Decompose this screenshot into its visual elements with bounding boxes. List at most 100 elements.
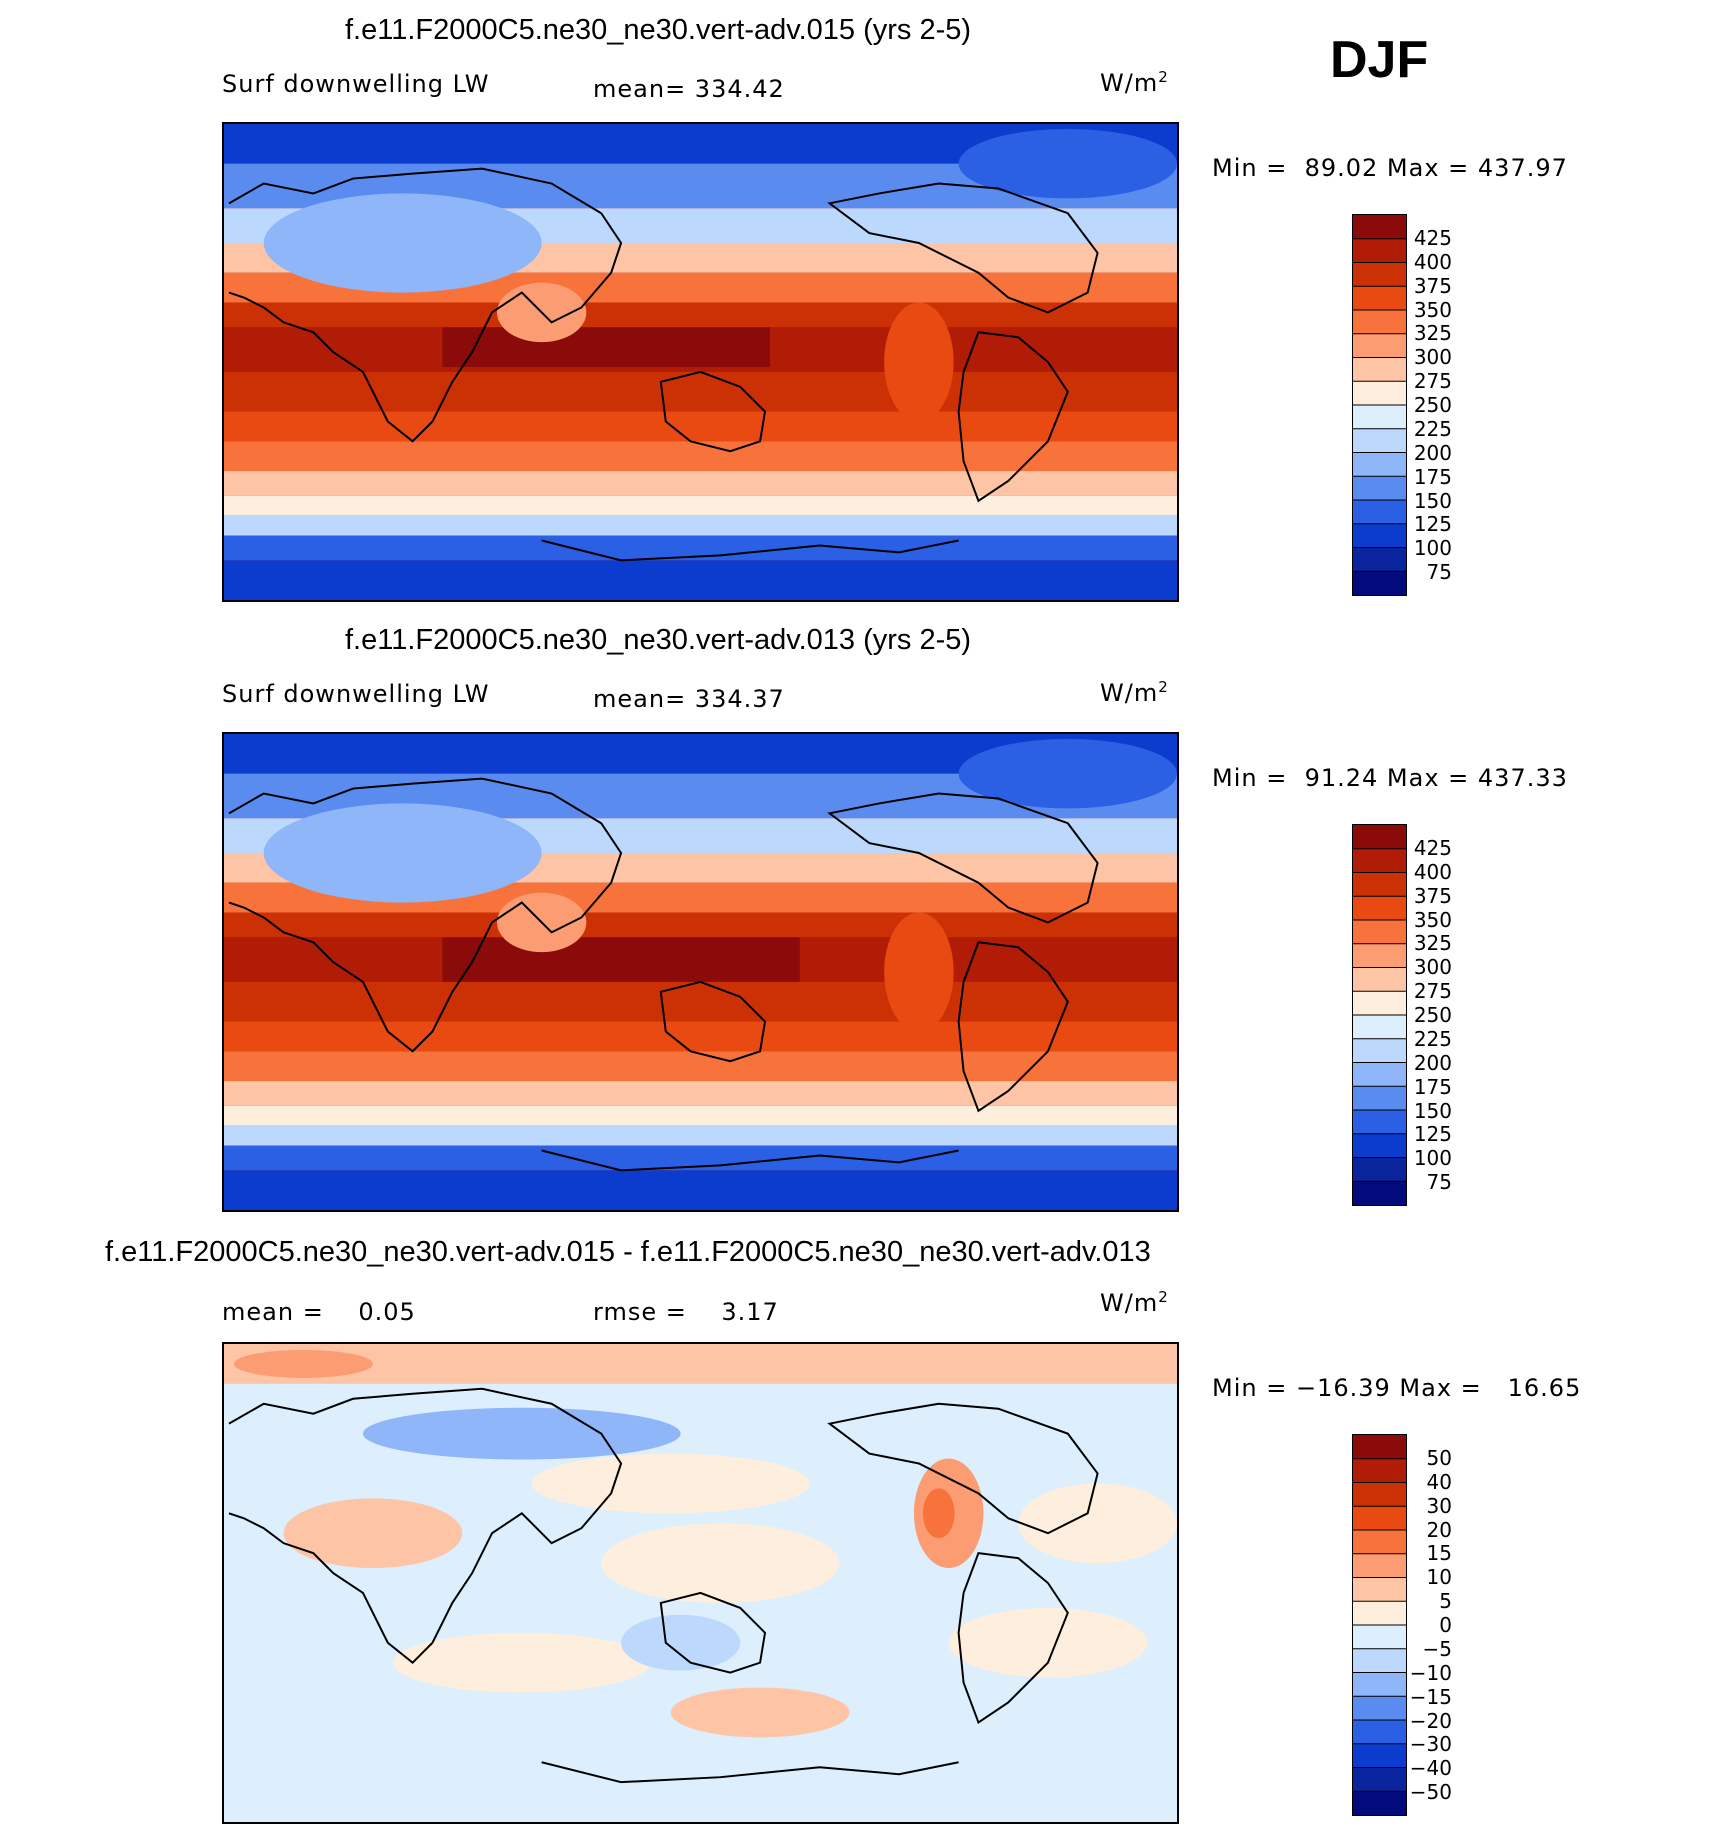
colorbar-swatch xyxy=(1353,1743,1406,1768)
panel-3-rmse-label: rmse = 3.17 xyxy=(593,1298,779,1326)
colorbar-swatch xyxy=(1353,1672,1406,1697)
colorbar-label: 20 xyxy=(1426,1517,1452,1542)
colorbar-swatch xyxy=(1353,1435,1406,1459)
colorbar-label: 225 xyxy=(1413,416,1452,441)
colorbar-swatch xyxy=(1353,333,1406,358)
panel-2-mean-label: mean= 334.37 xyxy=(593,685,785,713)
colorbar-label: −15 xyxy=(1409,1684,1452,1709)
panel-1-mean-label: mean= 334.42 xyxy=(593,75,785,103)
panel-3-field xyxy=(224,1344,1177,1822)
colorbar-label: 5 xyxy=(1439,1589,1452,1614)
colorbar-label: 325 xyxy=(1413,931,1452,956)
colorbar-swatch xyxy=(1353,357,1406,382)
colorbar-swatch xyxy=(1353,1157,1406,1182)
panel-1-field xyxy=(224,124,1177,600)
panel-2-field xyxy=(224,734,1177,1210)
colorbar-label: −30 xyxy=(1409,1732,1452,1757)
panel-2-colorbar xyxy=(1352,824,1407,1206)
panel-1-colorbar xyxy=(1352,214,1407,596)
colorbar-swatch xyxy=(1353,1482,1406,1507)
colorbar-label: 425 xyxy=(1413,225,1452,250)
colorbar-label: 325 xyxy=(1413,321,1452,346)
colorbar-swatch xyxy=(1353,1110,1406,1134)
colorbar-label: −50 xyxy=(1409,1780,1452,1805)
colorbar-label: 10 xyxy=(1426,1565,1452,1590)
colorbar-label: 125 xyxy=(1413,1122,1452,1147)
colorbar-swatch xyxy=(1353,1720,1406,1744)
colorbar-swatch xyxy=(1353,452,1406,477)
panel-3-map xyxy=(222,1342,1179,1824)
colorbar-label: 30 xyxy=(1426,1493,1452,1518)
colorbar-swatch xyxy=(1353,872,1406,897)
panel-1-unit-label: W/m2 xyxy=(1100,68,1169,97)
colorbar-label: 75 xyxy=(1426,560,1452,585)
colorbar-swatch xyxy=(1353,825,1406,849)
colorbar-swatch xyxy=(1353,1625,1406,1649)
colorbar-swatch xyxy=(1353,1038,1406,1063)
colorbar-label: −20 xyxy=(1409,1708,1452,1733)
colorbar-label: 75 xyxy=(1426,1170,1452,1195)
colorbar-label: 100 xyxy=(1413,536,1452,561)
panel-3-colorbar xyxy=(1352,1434,1407,1816)
colorbar-swatch xyxy=(1353,943,1406,968)
panel-3-title: f.e11.F2000C5.ne30_ne30.vert-adv.015 - f… xyxy=(105,1236,1151,1268)
colorbar-label: 225 xyxy=(1413,1026,1452,1051)
colorbar-label: 175 xyxy=(1413,464,1452,489)
colorbar-label: 400 xyxy=(1413,859,1452,884)
panel-2-map xyxy=(222,732,1179,1212)
colorbar-label: 275 xyxy=(1413,369,1452,394)
colorbar-label: 250 xyxy=(1413,393,1452,417)
colorbar-swatch xyxy=(1353,1181,1406,1205)
colorbar-label: 300 xyxy=(1413,345,1452,370)
colorbar-swatch xyxy=(1353,1506,1406,1530)
colorbar-swatch xyxy=(1353,1577,1406,1602)
colorbar-swatch xyxy=(1353,967,1406,992)
panel-1-title: f.e11.F2000C5.ne30_ne30.vert-adv.015 (yr… xyxy=(345,14,972,46)
colorbar-swatch xyxy=(1353,1648,1406,1673)
colorbar-swatch xyxy=(1353,1086,1406,1110)
colorbar-swatch xyxy=(1353,381,1406,405)
colorbar-swatch xyxy=(1353,547,1406,572)
colorbar-swatch xyxy=(1353,500,1406,524)
colorbar-label: 400 xyxy=(1413,249,1452,274)
colorbar-swatch xyxy=(1353,310,1406,334)
colorbar-label: 0 xyxy=(1439,1613,1452,1637)
panel-2-variable-label: Surf downwelling LW xyxy=(222,680,490,708)
colorbar-label: 40 xyxy=(1426,1469,1452,1494)
colorbar-swatch xyxy=(1353,262,1406,287)
panel-3-unit-label: W/m2 xyxy=(1100,1288,1169,1317)
colorbar-label: 275 xyxy=(1413,979,1452,1004)
colorbar-swatch xyxy=(1353,215,1406,239)
colorbar-swatch xyxy=(1353,1062,1406,1087)
colorbar-swatch xyxy=(1353,476,1406,500)
colorbar-swatch xyxy=(1353,896,1406,920)
colorbar-label: 175 xyxy=(1413,1074,1452,1099)
colorbar-label: 200 xyxy=(1413,1050,1452,1075)
colorbar-label: 100 xyxy=(1413,1146,1452,1171)
colorbar-swatch xyxy=(1353,1696,1406,1720)
colorbar-label: 50 xyxy=(1426,1445,1452,1470)
colorbar-swatch xyxy=(1353,238,1406,263)
panel-1-variable-label: Surf downwelling LW xyxy=(222,70,490,98)
colorbar-swatch xyxy=(1353,523,1406,548)
panel-3-minmax-label: Min = −16.39 Max = 16.65 xyxy=(1212,1374,1582,1402)
colorbar-label: 300 xyxy=(1413,955,1452,980)
panel-1-map xyxy=(222,122,1179,602)
colorbar-label: 125 xyxy=(1413,512,1452,537)
panel-2-minmax-label: Min = 91.24 Max = 437.33 xyxy=(1212,764,1568,792)
colorbar-swatch xyxy=(1353,405,1406,429)
colorbar-label: −10 xyxy=(1409,1660,1452,1685)
colorbar-label: 375 xyxy=(1413,883,1452,908)
colorbar-label: 425 xyxy=(1413,835,1452,860)
colorbar-swatch xyxy=(1353,1601,1406,1625)
colorbar-label: 15 xyxy=(1426,1541,1452,1566)
colorbar-label: 150 xyxy=(1413,1098,1452,1123)
colorbar-swatch xyxy=(1353,1767,1406,1792)
panel-3-mean-label: mean = 0.05 xyxy=(222,1298,416,1326)
colorbar-swatch xyxy=(1353,428,1406,453)
colorbar-label: −40 xyxy=(1409,1756,1452,1781)
colorbar-swatch xyxy=(1353,1530,1406,1554)
colorbar-label: 350 xyxy=(1413,907,1452,932)
colorbar-swatch xyxy=(1353,1553,1406,1578)
colorbar-swatch xyxy=(1353,286,1406,310)
